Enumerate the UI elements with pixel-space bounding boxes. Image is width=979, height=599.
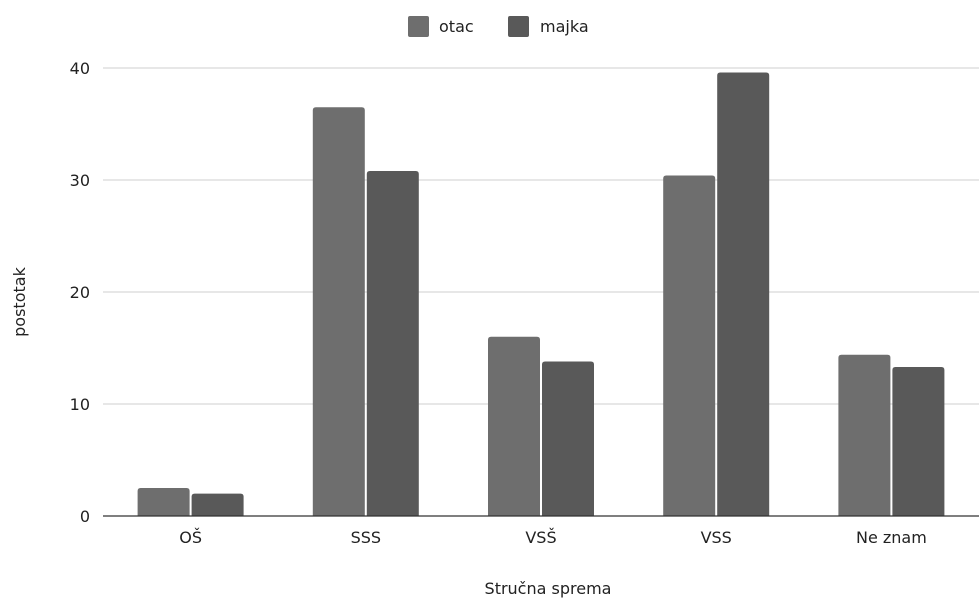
y-axis-title: postotak	[10, 266, 29, 336]
bar-majka-3	[717, 72, 770, 516]
y-tick-label: 20	[70, 283, 90, 302]
y-tick-label: 30	[70, 171, 90, 190]
legend-swatch-otac	[408, 16, 429, 37]
y-tick-label: 40	[70, 59, 90, 78]
bar-otac-1	[312, 107, 365, 516]
bar-otac-0	[137, 488, 190, 516]
bar-otac-4	[838, 354, 891, 516]
bar-otac-3	[663, 175, 716, 516]
legend-label-otac: otac	[439, 17, 474, 36]
gridlines	[103, 67, 979, 405]
x-axis-title: Stručna sprema	[485, 579, 612, 598]
bar-majka-1	[366, 171, 419, 517]
y-axis-ticks: 0 10 20 30 40	[70, 59, 90, 526]
bar-majka-0	[191, 493, 244, 516]
legend-swatch-majka	[508, 16, 529, 37]
legend-label-majka: majka	[540, 17, 589, 36]
bar-otac-2	[488, 336, 540, 516]
x-axis-ticks: OŠ SSS VSŠ VSS Ne znam	[179, 528, 927, 547]
x-tick-label: VSS	[701, 528, 732, 547]
x-tick-label: SSS	[351, 528, 381, 547]
y-tick-label: 0	[80, 507, 90, 526]
x-tick-label: VSŠ	[525, 528, 556, 547]
legend: otac majka	[408, 16, 589, 37]
x-tick-label: OŠ	[179, 528, 202, 547]
bars	[137, 72, 945, 517]
bar-majka-2	[542, 361, 594, 516]
y-tick-label: 10	[70, 395, 90, 414]
bar-majka-4	[892, 367, 945, 516]
x-tick-label: Ne znam	[856, 528, 927, 547]
